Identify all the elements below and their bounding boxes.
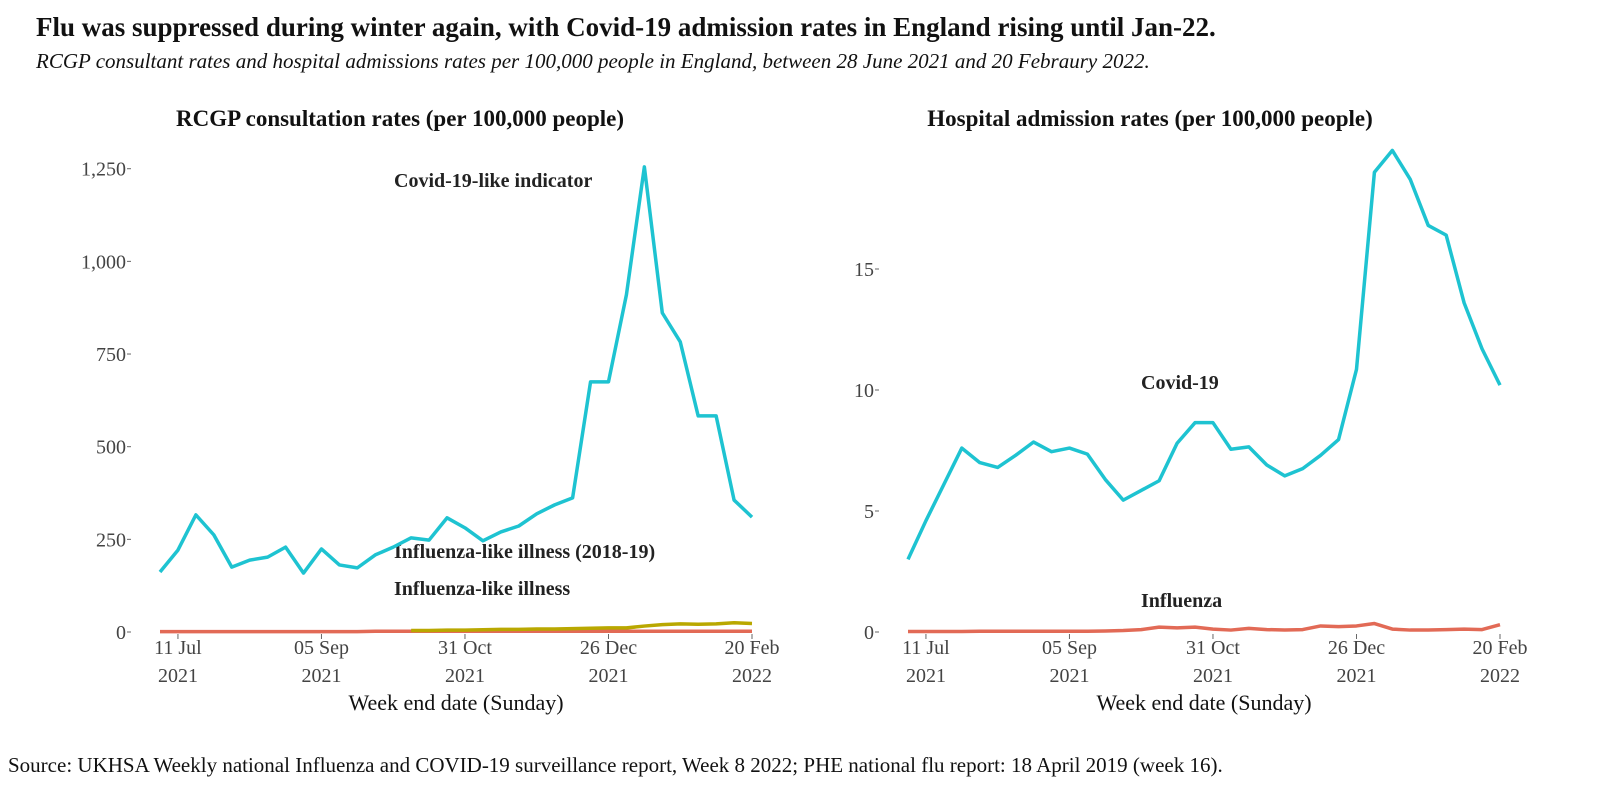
x-tick-label: 20 Feb 2022 — [725, 637, 780, 687]
x-tick-label: 05 Sep 2021 — [1042, 637, 1097, 687]
series-line — [411, 620, 753, 633]
series-label: Influenza — [1141, 590, 1222, 612]
x-tick-label: 26 Dec 2021 — [580, 637, 637, 687]
x-tick-label: 20 Feb 2022 — [1473, 637, 1528, 687]
x-tick-label: 11 Jul 2021 — [902, 637, 950, 687]
series-label: Covid-19-like indicator — [394, 170, 592, 192]
y-tick-label: 500 — [96, 437, 126, 459]
title: Flu was suppressed during winter again, … — [36, 12, 1216, 42]
x-tick-label: 11 Jul 2021 — [154, 637, 202, 687]
x-tick-label: 26 Dec 2021 — [1328, 637, 1385, 687]
y-tick-label: 250 — [96, 529, 126, 551]
y-tick-label: 0 — [116, 622, 126, 644]
x-axis-label: Week end date (Sunday) — [1096, 690, 1311, 715]
x-tick-label: 31 Oct 2021 — [1186, 637, 1240, 687]
source: Source: UKHSA Weekly national Influenza … — [8, 753, 1223, 777]
y-tick-label: 1,000 — [81, 251, 126, 273]
y-tick-label: 5 — [864, 501, 874, 523]
series-label: Covid-19 — [1141, 372, 1219, 394]
x-tick-label: 31 Oct 2021 — [438, 637, 492, 687]
series-line — [906, 148, 1502, 561]
subtitle: RCGP consultant rates and hospital admis… — [35, 49, 1150, 73]
y-tick-label: 0 — [864, 622, 874, 644]
y-tick-label: 10 — [854, 380, 874, 402]
x-axis-label: Week end date (Sunday) — [348, 690, 563, 715]
series-label: Influenza-like illness — [394, 578, 570, 600]
y-tick-label: 1,250 — [81, 159, 126, 181]
series-line — [908, 621, 1501, 634]
series-line — [158, 165, 754, 575]
series-label: Influenza-like illness (2018-19) — [394, 541, 655, 563]
y-tick-label: 15 — [854, 259, 874, 281]
panel-title: Hospital admission rates (per 100,000 pe… — [927, 106, 1373, 131]
x-tick-label: 05 Sep 2021 — [294, 637, 349, 687]
panel-title: RCGP consultation rates (per 100,000 peo… — [176, 106, 624, 131]
y-tick-label: 750 — [96, 344, 126, 366]
